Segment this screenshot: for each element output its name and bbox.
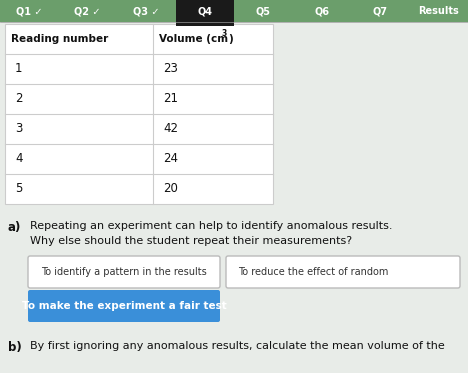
FancyBboxPatch shape [176, 0, 234, 26]
Text: 1: 1 [15, 63, 22, 75]
Text: 21: 21 [163, 93, 178, 106]
Text: Q7: Q7 [373, 6, 388, 16]
FancyBboxPatch shape [28, 256, 220, 288]
Text: 23: 23 [163, 63, 178, 75]
Text: 20: 20 [163, 182, 178, 195]
Text: To reduce the effect of random: To reduce the effect of random [238, 267, 388, 277]
Text: 24: 24 [163, 153, 178, 166]
Text: Q3 ✓: Q3 ✓ [133, 6, 160, 16]
Text: 2: 2 [15, 93, 22, 106]
Text: b): b) [8, 341, 22, 354]
Text: Why else should the student repeat their measurements?: Why else should the student repeat their… [30, 236, 352, 246]
FancyBboxPatch shape [5, 24, 273, 204]
Text: Repeating an experiment can help to identify anomalous results.: Repeating an experiment can help to iden… [30, 221, 393, 231]
Text: ): ) [228, 34, 233, 44]
Text: Q1 ✓: Q1 ✓ [16, 6, 43, 16]
Text: To make the experiment a fair test: To make the experiment a fair test [22, 301, 227, 311]
Text: Results: Results [418, 6, 459, 16]
Text: By first ignoring any anomalous results, calculate the mean volume of the: By first ignoring any anomalous results,… [30, 341, 445, 351]
Text: Q2 ✓: Q2 ✓ [74, 6, 101, 16]
Text: 4: 4 [15, 153, 22, 166]
Text: 3: 3 [15, 122, 22, 135]
FancyBboxPatch shape [226, 256, 460, 288]
Text: 42: 42 [163, 122, 178, 135]
Text: 5: 5 [15, 182, 22, 195]
FancyBboxPatch shape [28, 290, 220, 322]
Text: To identify a pattern in the results: To identify a pattern in the results [41, 267, 207, 277]
Text: Q4: Q4 [197, 6, 212, 16]
Text: 3: 3 [222, 29, 227, 38]
Text: a): a) [8, 221, 22, 234]
Text: Q6: Q6 [314, 6, 329, 16]
FancyBboxPatch shape [0, 0, 468, 22]
Text: Q5: Q5 [256, 6, 271, 16]
Text: Volume (cm: Volume (cm [159, 34, 228, 44]
Text: Reading number: Reading number [11, 34, 108, 44]
